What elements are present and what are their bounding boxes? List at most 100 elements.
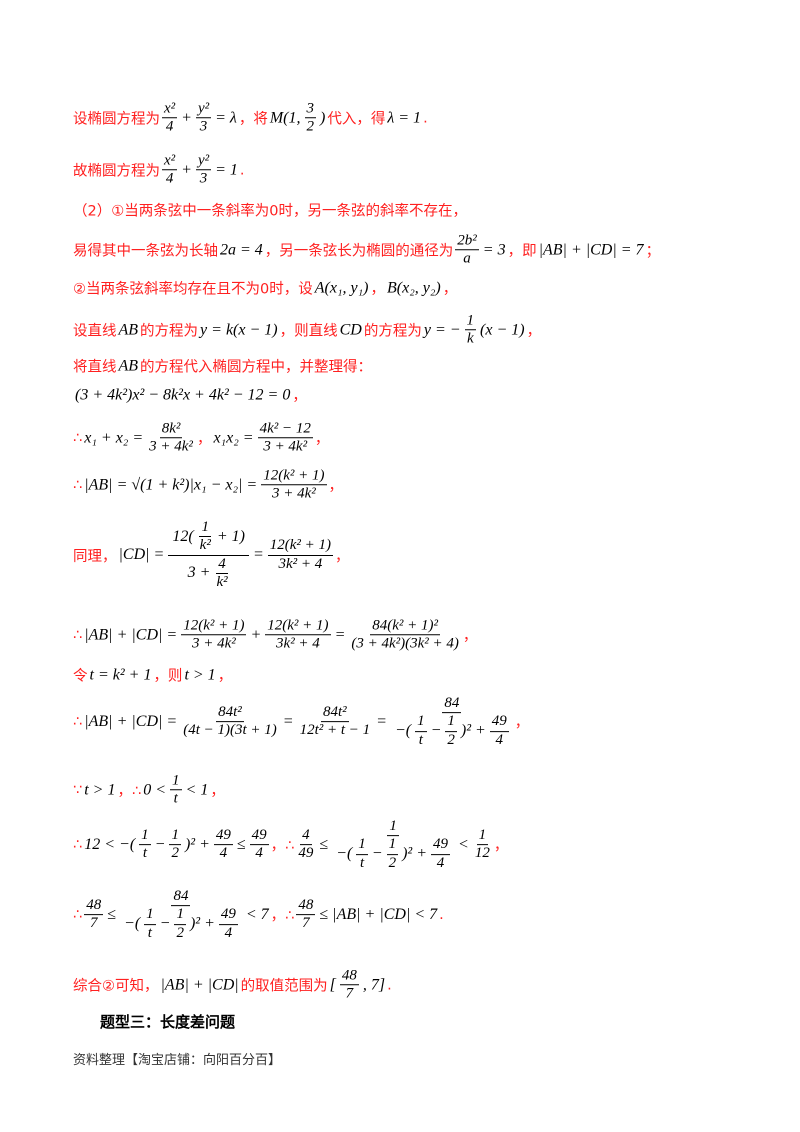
fraction: 84t² (4t − 1)(3t + 1) (181, 704, 279, 740)
math-text: 1 (447, 713, 455, 730)
math-text: 3 + 4k² (271, 485, 316, 502)
text-run: . (239, 162, 245, 178)
text-run: . (439, 907, 444, 923)
text-run: ， (217, 668, 233, 685)
math-text: 4 (219, 845, 228, 862)
fraction-numerator: 1 (415, 713, 427, 732)
fraction-numerator: 12(k² + 1) (261, 467, 327, 486)
text-run: ， (328, 478, 344, 495)
math-expression: + (181, 109, 192, 126)
fraction: 48 7 (84, 897, 104, 933)
fraction-numerator: 2b² (455, 232, 479, 251)
math-expression: + 1) (216, 527, 245, 545)
fraction-denominator: (3 + 4k²)(3k² + 4) (349, 636, 461, 653)
solution-line: 设直线 AB 的方程为 y = k(x − 1) ，则直线 CD 的方程为 y = −1 k (x… (73, 312, 541, 348)
fraction-numerator: 1 (169, 827, 181, 846)
math-text: 48 (298, 897, 314, 914)
fraction-numerator: 48 (339, 967, 359, 986)
math-text: 2 (176, 924, 184, 941)
math-expression: = (252, 546, 264, 563)
fraction-numerator: 1 (476, 827, 489, 846)
math-text: 2 (306, 118, 315, 135)
math-expression: λ = 1 (387, 109, 422, 126)
math-text: 49 (215, 827, 231, 844)
fraction-denominator: k (465, 331, 476, 348)
math-expression: −( (336, 844, 353, 862)
math-expression: −( (394, 721, 412, 739)
solution-line: 设椭圆方程为 x² 4 + y² 3 = λ ，将 M(1, 3 2) 代入，得 λ = 1. (73, 100, 428, 136)
fraction-denominator: 4 (494, 732, 506, 749)
math-text: y² (197, 152, 210, 169)
fraction-denominator: 49 (296, 846, 315, 863)
math-text: 1 (146, 906, 154, 923)
math-text: k² (216, 573, 228, 590)
text-run: 的方程代入椭圆方程中，并整理得： (140, 359, 373, 376)
fraction-numerator: 84t² (216, 704, 244, 723)
solution-line: （2）①当两条弦中一条斜率为0时，另一条弦的斜率不存在， (73, 200, 467, 221)
text-run: ，∴ (117, 783, 142, 800)
math-expression: |AB| + |CD| = (84, 626, 178, 643)
fraction-denominator: −(1 t −1 2)² +49 4 (120, 906, 242, 942)
text-run: 故椭圆方程为 (73, 163, 160, 180)
text-run: ∴ (73, 627, 83, 643)
math-expression: |AB| + |CD| = 7 (538, 241, 644, 258)
math-text: 2 (388, 854, 397, 871)
math-expression: − (154, 836, 166, 853)
fraction: x² 4 (162, 100, 178, 136)
fraction: 49 4 (249, 827, 269, 863)
fraction-numerator: 12(k² + 1) (265, 617, 331, 636)
fraction-numerator: 49 (431, 836, 451, 855)
text-run: ， (442, 281, 458, 298)
math-text: 49 (433, 836, 449, 853)
math-text: 1 (358, 836, 366, 853)
fraction-denominator: 2 (169, 846, 181, 863)
fraction: 84(k² + 1)² (3 + 4k²)(3k² + 4) (349, 617, 461, 653)
fraction-denominator: 4 (164, 119, 176, 136)
math-text: 4 (165, 118, 174, 135)
math-expression: 3 + (187, 564, 211, 582)
math-expression: 2a = 4 (220, 241, 263, 258)
fraction-numerator: 84t² (321, 704, 349, 723)
text-run: 代入，得 (327, 111, 386, 128)
fraction-denominator: 2 (305, 119, 317, 136)
math-text: 49 (251, 827, 267, 844)
solution-line: ∴ |AB| = √(1 + k²)|x₁ − x₂| = 12(k² + 1) 3 … (73, 467, 343, 503)
text-run: ，另一条弦长为椭圆的通径为 (264, 243, 454, 260)
math-expression: |AB| + |CD| (160, 976, 239, 993)
math-text: 49 (298, 845, 314, 862)
math-expression: t > 1 (184, 666, 216, 683)
text-run: ∴ (73, 714, 83, 730)
fraction-denominator: −(1 t −1 2)² +49 4 (332, 836, 454, 872)
math-text: 84t² (218, 704, 242, 721)
section-heading: 题型三：长度差问题 (100, 1013, 236, 1031)
fraction-numerator: 1 (144, 906, 156, 925)
math-text: 4 (495, 731, 504, 748)
math-text: a (463, 250, 471, 267)
math-text: 1 (171, 827, 179, 844)
fraction: 84 −(1 t −1 2)² +49 4 (120, 888, 242, 942)
math-expression: )² + (460, 721, 486, 739)
text-run: ，则 (153, 668, 183, 685)
text-run: ∴ (73, 837, 83, 853)
fraction-denominator: 4 (223, 925, 235, 942)
text-run: ，∴ (270, 908, 295, 925)
math-text: 84(k² + 1)² (372, 617, 439, 634)
math-expression: ≤ (319, 836, 329, 853)
math-text: 3 + 4k² (149, 438, 193, 455)
text-run: 设直线 (73, 323, 117, 340)
math-expression: + (181, 161, 192, 178)
text-run: ， (462, 628, 478, 645)
math-text: 4 (165, 170, 174, 187)
fraction-numerator: 8k² (159, 420, 183, 439)
fraction: 84 −(1 t −1 2)² +49 4 (391, 695, 513, 749)
math-text: 8k² (161, 420, 181, 437)
text-run: ∴ (73, 907, 83, 923)
fraction-denominator: 2 (387, 855, 399, 872)
math-text: 2b² (457, 232, 477, 249)
fraction: 12(1 k² + 1) 3 +4 k² (168, 519, 249, 591)
math-expression: − (159, 914, 171, 932)
